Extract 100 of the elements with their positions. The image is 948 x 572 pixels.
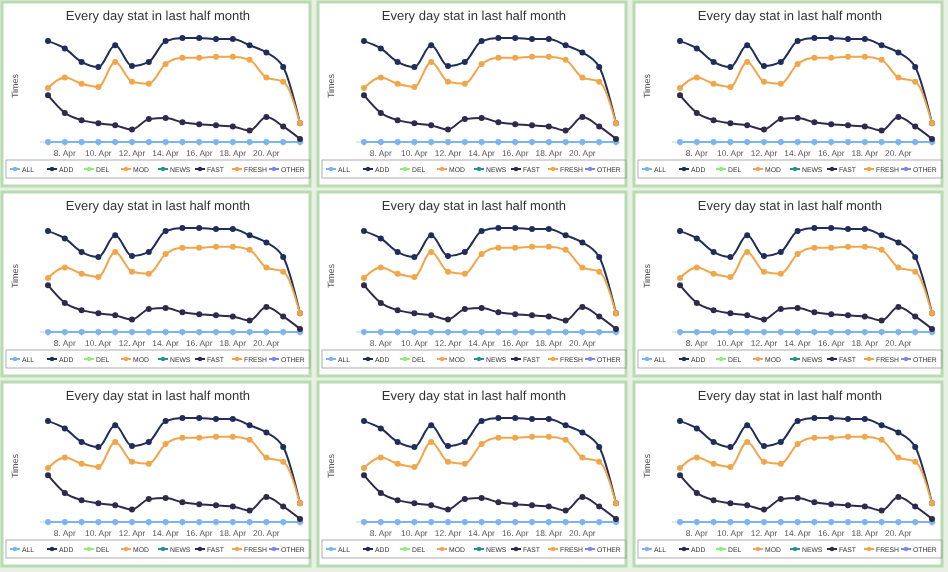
point xyxy=(145,116,152,123)
point xyxy=(912,313,919,320)
point xyxy=(263,304,270,311)
point xyxy=(861,313,868,320)
point xyxy=(727,463,734,470)
point xyxy=(845,122,851,129)
point xyxy=(512,244,519,251)
point xyxy=(112,422,119,429)
point xyxy=(377,264,384,271)
point xyxy=(495,119,502,126)
point xyxy=(162,38,169,45)
point xyxy=(744,248,751,255)
point xyxy=(744,312,751,319)
point xyxy=(529,433,535,440)
point xyxy=(280,313,287,320)
point xyxy=(596,444,603,451)
point xyxy=(495,415,502,421)
point xyxy=(95,463,102,470)
point xyxy=(878,422,885,429)
point xyxy=(112,58,119,65)
point xyxy=(196,415,203,421)
point xyxy=(246,127,253,134)
point xyxy=(78,307,85,314)
point xyxy=(912,64,919,71)
point xyxy=(129,506,135,513)
point xyxy=(145,248,152,255)
point xyxy=(878,232,885,239)
point xyxy=(777,306,784,313)
point xyxy=(579,304,586,311)
point xyxy=(529,502,535,509)
point xyxy=(828,244,835,251)
point xyxy=(61,425,68,432)
point xyxy=(562,42,569,49)
point xyxy=(529,53,535,60)
point xyxy=(727,310,734,317)
point xyxy=(761,268,767,275)
point xyxy=(710,307,717,314)
point xyxy=(213,312,219,319)
point xyxy=(744,122,751,129)
point xyxy=(263,114,270,121)
point xyxy=(263,74,270,81)
point xyxy=(677,418,683,425)
point xyxy=(145,496,152,503)
point xyxy=(744,438,751,445)
point xyxy=(828,311,835,318)
point xyxy=(162,441,169,447)
point xyxy=(145,306,152,313)
point xyxy=(777,270,784,277)
point xyxy=(878,436,885,443)
point xyxy=(61,454,68,461)
point xyxy=(361,228,367,235)
point xyxy=(794,441,801,447)
point xyxy=(845,243,851,250)
point xyxy=(263,494,270,501)
point xyxy=(828,121,835,128)
point xyxy=(411,500,418,507)
point xyxy=(794,61,801,67)
point xyxy=(394,248,401,255)
point xyxy=(145,460,152,467)
point xyxy=(895,494,902,501)
point xyxy=(478,61,485,67)
point xyxy=(744,422,751,429)
point xyxy=(562,422,569,429)
point xyxy=(895,114,902,121)
point xyxy=(95,83,102,90)
point xyxy=(61,264,68,271)
point xyxy=(596,458,603,465)
point xyxy=(596,503,603,510)
point xyxy=(280,458,287,465)
point xyxy=(878,317,885,324)
point xyxy=(428,502,435,509)
point xyxy=(677,464,683,471)
point xyxy=(213,53,219,60)
point xyxy=(246,246,253,253)
point xyxy=(213,502,219,509)
point xyxy=(562,436,569,443)
point xyxy=(912,444,919,451)
point xyxy=(394,270,401,277)
point xyxy=(727,500,734,507)
point xyxy=(162,115,169,122)
point xyxy=(710,58,717,65)
point xyxy=(878,56,885,63)
point xyxy=(744,502,751,509)
point xyxy=(95,444,102,451)
point xyxy=(246,436,253,443)
point xyxy=(777,58,784,65)
point xyxy=(710,117,717,124)
point xyxy=(895,239,902,246)
point xyxy=(727,83,734,90)
point xyxy=(861,123,868,130)
point xyxy=(777,496,784,503)
point xyxy=(761,316,767,323)
point xyxy=(579,114,586,121)
point xyxy=(579,49,586,56)
point xyxy=(596,313,603,320)
point xyxy=(811,119,818,126)
point xyxy=(377,74,384,81)
point xyxy=(45,464,51,471)
point xyxy=(811,35,818,41)
point xyxy=(394,307,401,314)
